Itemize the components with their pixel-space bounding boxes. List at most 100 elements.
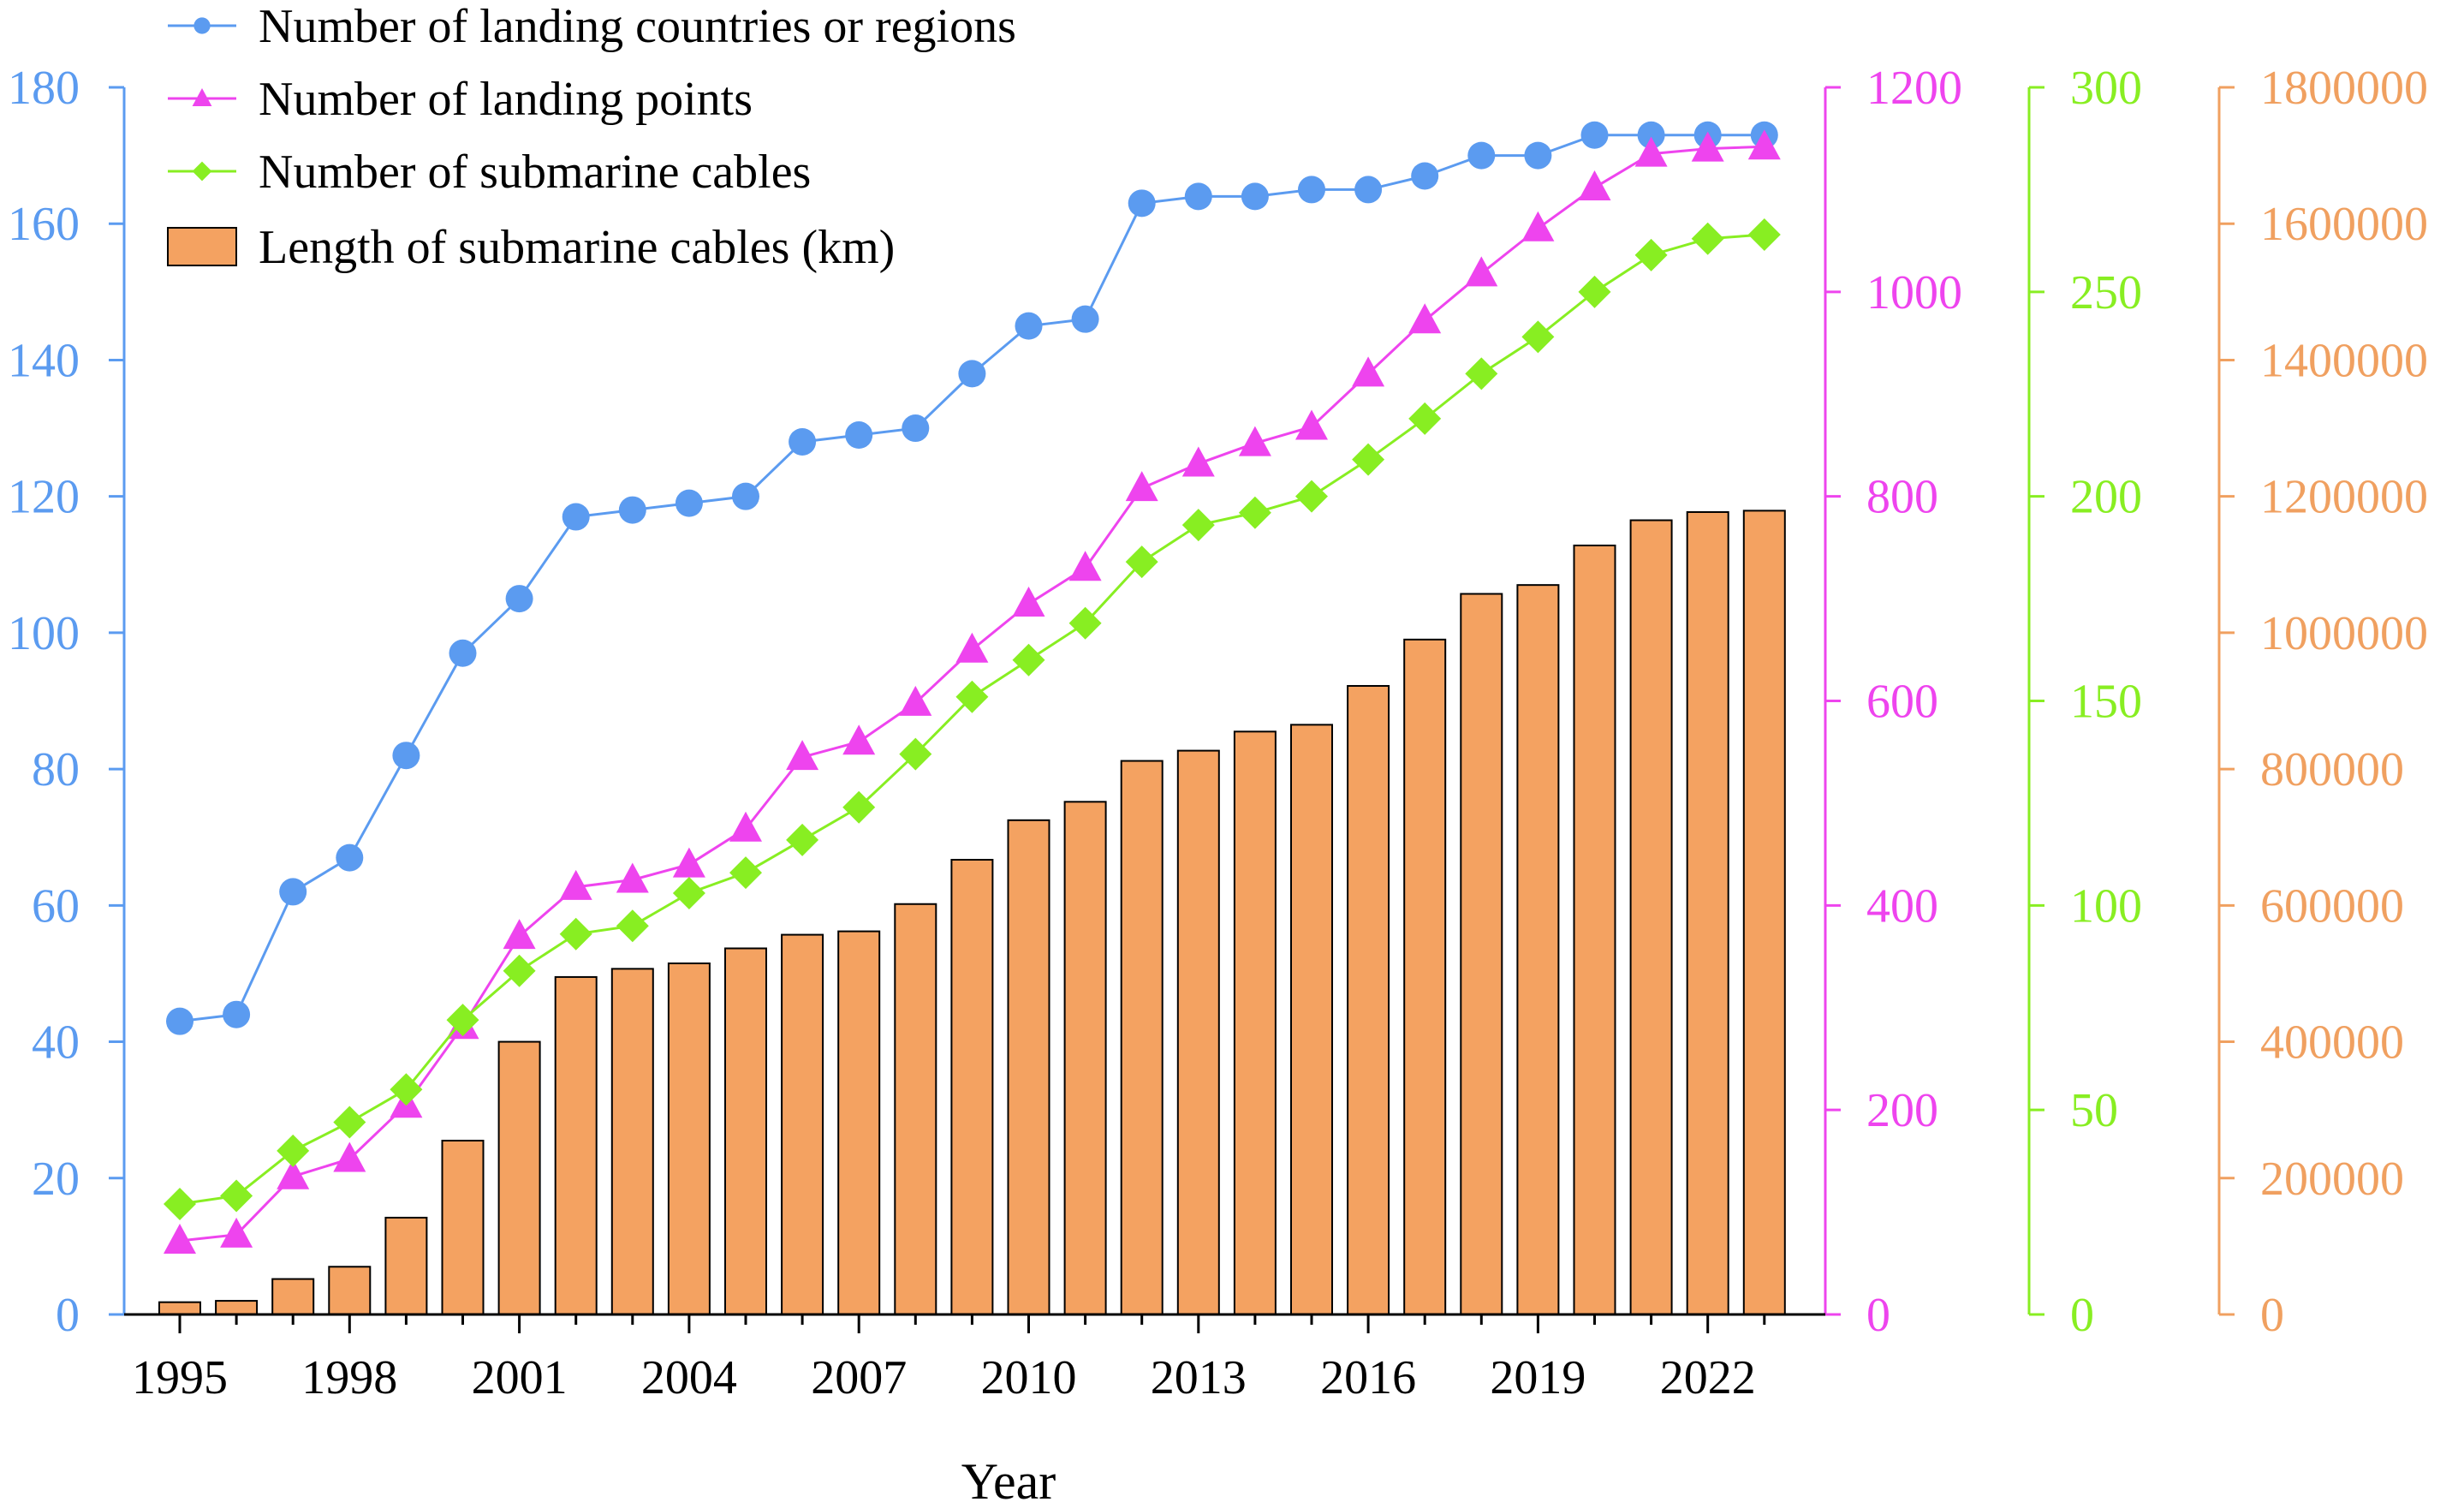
x-tick-label-2007: 2007 bbox=[811, 1351, 907, 1404]
y-tick-label-right2-2: 100 bbox=[2070, 879, 2142, 933]
point-2-1995 bbox=[164, 1224, 196, 1255]
legend-label-1: Number of landing countries or regions bbox=[259, 0, 1016, 53]
x-tick-label-2010: 2010 bbox=[981, 1351, 1077, 1404]
point-1-2000 bbox=[449, 639, 477, 667]
point-3-2010 bbox=[1012, 643, 1045, 676]
point-1-2018 bbox=[1467, 141, 1496, 170]
y-tick-label-right1-1: 200 bbox=[1866, 1084, 1938, 1137]
point-1-2020 bbox=[1580, 121, 1609, 149]
legend: Number of landing countries or regions Nu… bbox=[167, 0, 1016, 274]
x-tick-label-1995: 1995 bbox=[132, 1351, 228, 1404]
point-3-1998 bbox=[333, 1106, 366, 1139]
point-3-2008 bbox=[899, 737, 932, 771]
point-2-2005 bbox=[729, 811, 762, 842]
y-tick-label-right2-0: 0 bbox=[2070, 1289, 2094, 1342]
bar-2012 bbox=[1120, 760, 1164, 1315]
bar-2022 bbox=[1686, 510, 1729, 1315]
y-tick-label-right2-1: 50 bbox=[2070, 1084, 2118, 1137]
y-tick-label-right3-3: 600000 bbox=[2260, 879, 2404, 933]
legend-marker-2 bbox=[192, 88, 212, 106]
point-3-2006 bbox=[786, 823, 819, 856]
bar-2001 bbox=[497, 1040, 541, 1315]
axes-layer: 0204060801001201401601800200400600800100… bbox=[8, 62, 2428, 1404]
point-1-2021 bbox=[1637, 121, 1665, 149]
bar-2003 bbox=[610, 968, 654, 1316]
point-1-2014 bbox=[1241, 182, 1269, 211]
bar-2008 bbox=[894, 903, 937, 1315]
point-3-2000 bbox=[446, 1004, 479, 1037]
point-2-1998 bbox=[333, 1141, 366, 1172]
legend-item-1: Number of landing countries or regions bbox=[168, 0, 1016, 53]
x-tick-label-2004: 2004 bbox=[641, 1351, 737, 1404]
point-3-2016 bbox=[1352, 443, 1385, 476]
point-3-2014 bbox=[1238, 496, 1271, 529]
y-tick-label-right1-2: 400 bbox=[1866, 879, 1938, 933]
point-3-2017 bbox=[1408, 402, 1442, 435]
point-2-2023 bbox=[1747, 129, 1781, 160]
point-3-2011 bbox=[1068, 606, 1102, 640]
y-tick-label-left-4: 80 bbox=[32, 743, 80, 796]
bar-2007 bbox=[837, 930, 881, 1316]
point-2-2012 bbox=[1125, 471, 1158, 502]
point-1-2008 bbox=[902, 414, 930, 443]
y-axis-right1: 0 200 400 600 800 1000 1200 bbox=[1824, 62, 1962, 1342]
bar-2006 bbox=[781, 933, 824, 1316]
point-2-2001 bbox=[503, 919, 536, 950]
legend-swatch-4 bbox=[167, 227, 237, 266]
y-tick-label-right1-0: 0 bbox=[1866, 1289, 1890, 1342]
y-tick-label-right2-3: 150 bbox=[2070, 676, 2142, 729]
point-3-1996 bbox=[220, 1179, 253, 1213]
bar-2020 bbox=[1573, 544, 1616, 1315]
point-2-2011 bbox=[1068, 551, 1102, 581]
x-tick-label-1998: 1998 bbox=[301, 1351, 397, 1404]
point-3-1997 bbox=[277, 1134, 310, 1167]
point-1-2015 bbox=[1298, 176, 1325, 204]
y-tick-label-right2-6: 300 bbox=[2070, 62, 2142, 115]
legend-item-4: Length of submarine cables (km) bbox=[167, 221, 895, 274]
bar-2000 bbox=[441, 1139, 485, 1316]
point-2-2009 bbox=[955, 632, 989, 663]
point-1-2007 bbox=[845, 421, 873, 450]
point-3-2018 bbox=[1465, 357, 1498, 390]
legend-item-3: Number of submarine cables bbox=[168, 146, 811, 199]
point-1-2017 bbox=[1411, 162, 1439, 190]
point-1-2016 bbox=[1354, 176, 1383, 204]
point-1-1996 bbox=[223, 1000, 251, 1028]
y-tick-label-left-6: 120 bbox=[8, 471, 80, 524]
point-1-1995 bbox=[166, 1007, 193, 1035]
y-tick-label-right3-6: 1200000 bbox=[2260, 471, 2428, 524]
point-1-2002 bbox=[562, 503, 590, 531]
bar-1997 bbox=[271, 1278, 315, 1315]
bar-1996 bbox=[215, 1300, 259, 1315]
legend-label-3: Number of submarine cables bbox=[259, 146, 811, 199]
y-tick-label-right3-8: 1600000 bbox=[2260, 198, 2428, 251]
point-2-2002 bbox=[559, 869, 592, 900]
y-tick-label-left-2: 40 bbox=[32, 1016, 80, 1070]
bar-2016 bbox=[1347, 684, 1390, 1315]
legend-marker-1 bbox=[193, 17, 211, 34]
point-2-2019 bbox=[1521, 211, 1555, 241]
x-tick-label-2013: 2013 bbox=[1151, 1351, 1247, 1404]
x-tick-label-2016: 2016 bbox=[1320, 1351, 1416, 1404]
y-tick-label-right2-4: 200 bbox=[2070, 471, 2142, 524]
point-3-2021 bbox=[1634, 238, 1668, 271]
point-2-2010 bbox=[1012, 587, 1045, 617]
legend-label-2: Number of landing points bbox=[259, 73, 753, 126]
y-tick-label-left-5: 100 bbox=[8, 607, 80, 660]
point-2-2013 bbox=[1181, 446, 1215, 477]
point-3-1999 bbox=[390, 1073, 423, 1106]
point-1-2006 bbox=[789, 427, 817, 456]
bar-1998 bbox=[328, 1266, 372, 1315]
bar-2009 bbox=[950, 858, 994, 1315]
y-tick-label-right3-0: 0 bbox=[2260, 1289, 2284, 1342]
point-3-2013 bbox=[1181, 509, 1215, 542]
point-3-2001 bbox=[503, 954, 536, 987]
legend-marker-3 bbox=[192, 161, 212, 182]
point-2-1997 bbox=[277, 1159, 310, 1189]
point-1-2011 bbox=[1071, 305, 1099, 333]
series-3 bbox=[164, 218, 1781, 1221]
y-tick-label-right3-9: 1800000 bbox=[2260, 62, 2428, 115]
x-axis-title: Year bbox=[961, 1453, 1056, 1502]
point-3-1995 bbox=[164, 1188, 196, 1221]
